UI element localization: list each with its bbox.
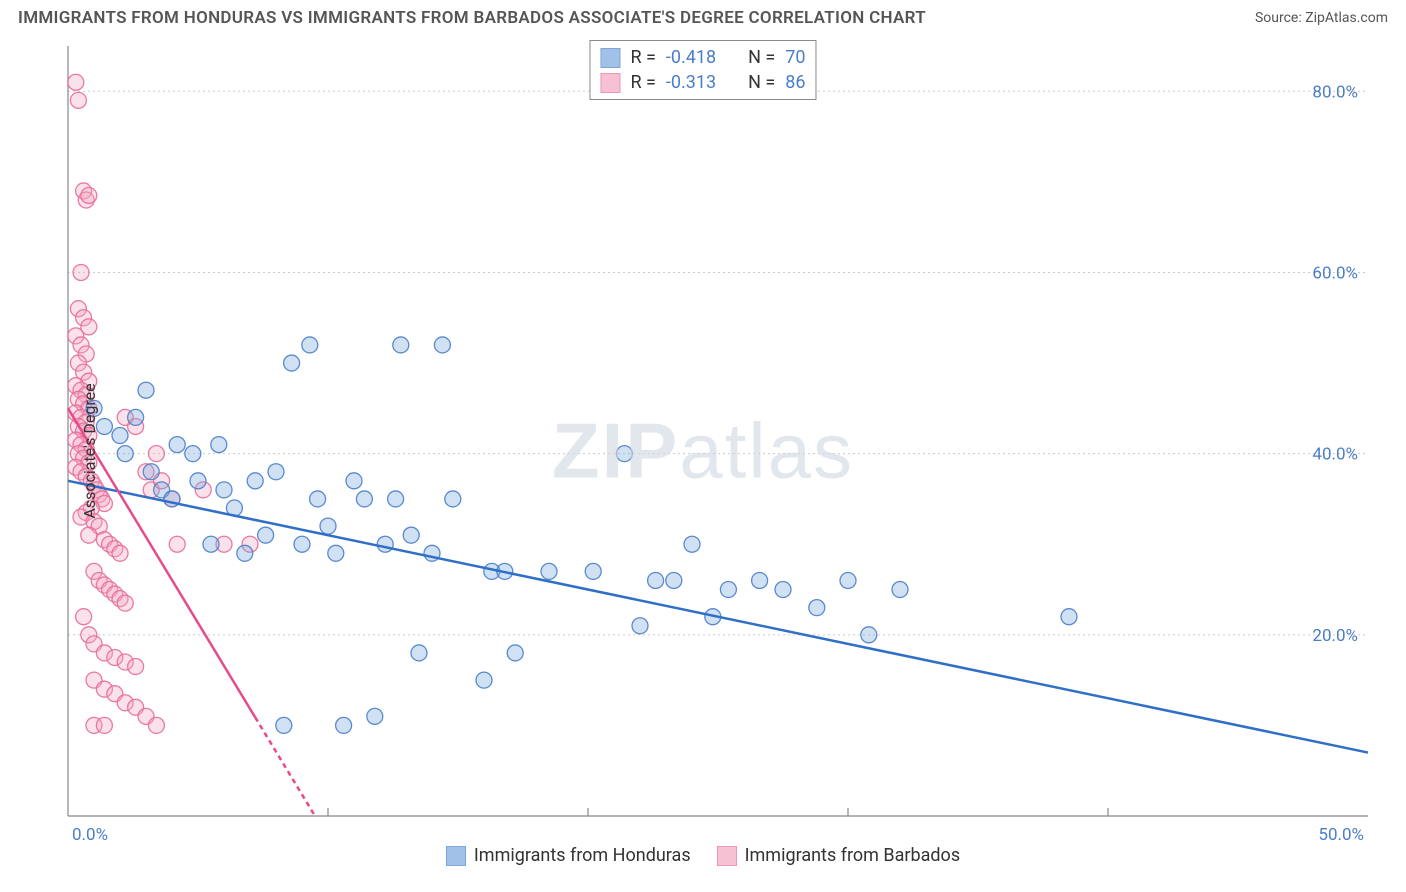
legend-swatch (600, 73, 620, 93)
chart-container: Associate's Degree 20.0% 40.0% 60.0% 80.0% 0… (18, 36, 1388, 866)
legend-row-barbados: R = -0.313 N = 86 (600, 70, 805, 95)
n-value: 86 (785, 70, 805, 95)
series-legend-barbados: Immigrants from Barbados (717, 845, 960, 866)
r-label: R = (630, 70, 655, 95)
series-label: Immigrants from Honduras (474, 845, 691, 866)
svg-text:40.0%: 40.0% (1312, 445, 1358, 465)
r-value: -0.418 (666, 45, 716, 70)
series-legend-honduras: Immigrants from Honduras (446, 845, 691, 866)
source-link[interactable]: ZipAtlas.com (1305, 10, 1388, 26)
legend-row-honduras: R = -0.418 N = 70 (600, 45, 805, 70)
legend-swatch (446, 846, 466, 866)
scatter-chart: 20.0% 40.0% 60.0% 80.0% 0.0% 50.0% (18, 36, 1388, 866)
series-label: Immigrants from Barbados (745, 845, 960, 866)
svg-text:60.0%: 60.0% (1312, 263, 1358, 283)
legend-swatch (600, 48, 620, 68)
y-axis-label: Associate's Degree (80, 383, 99, 518)
legend-swatch (717, 846, 737, 866)
chart-title: IMMIGRANTS FROM HONDURAS VS IMMIGRANTS F… (18, 8, 926, 28)
svg-text:80.0%: 80.0% (1312, 82, 1358, 102)
n-value: 70 (785, 45, 805, 70)
r-value: -0.313 (666, 70, 716, 95)
source-prefix: Source: (1255, 10, 1305, 26)
svg-text:0.0%: 0.0% (72, 825, 108, 845)
svg-text:50.0%: 50.0% (1318, 825, 1364, 845)
correlation-legend: R = -0.418 N = 70 R = -0.313 N = 86 (589, 40, 816, 100)
svg-text:20.0%: 20.0% (1312, 626, 1358, 646)
source-credit: Source: ZipAtlas.com (1255, 10, 1388, 26)
series-legend: Immigrants from Honduras Immigrants from … (18, 845, 1388, 866)
n-label: N = (748, 70, 775, 95)
n-label: N = (748, 45, 775, 70)
r-label: R = (630, 45, 655, 70)
